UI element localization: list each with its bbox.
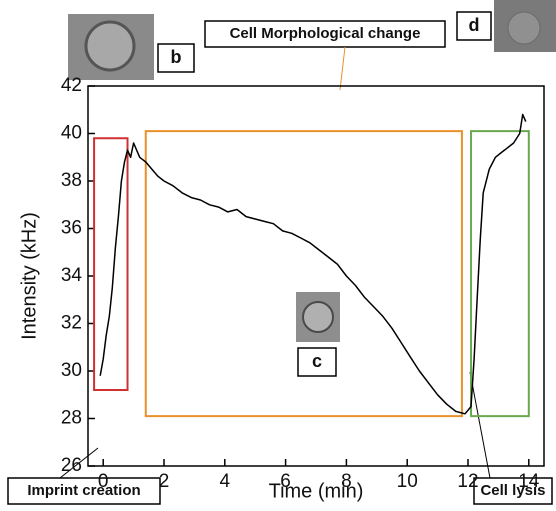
photo-d	[494, 0, 556, 52]
photo-b	[68, 14, 154, 80]
y-tick-label: 26	[61, 455, 82, 476]
y-tick-label: 30	[61, 360, 82, 381]
arrow	[469, 371, 491, 479]
data-line	[99, 113, 527, 415]
panel-label: d	[469, 15, 480, 35]
annotation-box	[204, 20, 446, 48]
x-tick-label: 10	[397, 471, 418, 492]
panel-box	[456, 11, 492, 41]
photo-c	[296, 292, 340, 342]
y-tick-label: 32	[61, 313, 82, 334]
y-axis-label: Intensity (kHz)	[18, 212, 40, 340]
panel-label: b	[171, 47, 182, 67]
x-tick-label: 8	[341, 471, 352, 492]
y-tick-label: 34	[61, 265, 83, 286]
panel-box	[297, 347, 337, 377]
x-tick-label: 2	[159, 471, 170, 492]
panel-box	[157, 43, 195, 73]
region	[470, 130, 530, 418]
annotation-box	[473, 477, 553, 505]
arrow	[59, 447, 99, 479]
x-tick-label: 4	[220, 471, 231, 492]
y-tick-label: 40	[61, 123, 82, 144]
x-tick-label: 6	[280, 471, 291, 492]
annotation: Imprint creation	[27, 482, 140, 499]
annotation-box	[7, 477, 161, 505]
x-axis-label: Time (min)	[269, 480, 364, 502]
y-tick-label: 36	[61, 218, 82, 239]
arrow	[339, 46, 346, 91]
x-tick-label: 14	[518, 471, 540, 492]
panel-label: c	[312, 351, 322, 371]
annotation: Cell Morphological change	[230, 25, 421, 42]
y-tick-label: 28	[61, 408, 82, 429]
annotation: Cell lysis	[480, 482, 545, 499]
x-tick-label: 0	[98, 471, 109, 492]
region	[93, 137, 129, 391]
region	[144, 130, 463, 418]
y-tick-label: 42	[61, 75, 82, 96]
y-tick-label: 38	[61, 170, 82, 191]
x-tick-label: 12	[457, 471, 478, 492]
